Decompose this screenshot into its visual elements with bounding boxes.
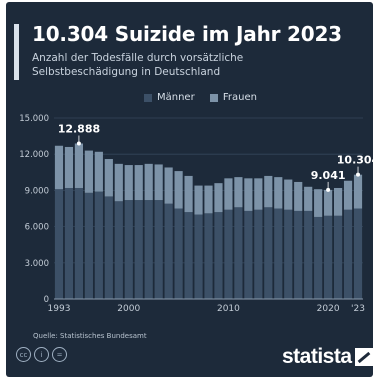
bar-segment-men bbox=[324, 215, 333, 299]
annotation-label: 9.041 bbox=[311, 169, 346, 182]
source-note: Quelle: Statistisches Bundesamt bbox=[33, 332, 147, 340]
chart-card: 10.304 Suizide im Jahr 2023 Anzahl der T… bbox=[6, 2, 373, 377]
bar-segment-men bbox=[174, 208, 183, 299]
annotation-dot bbox=[356, 172, 361, 177]
legend-label-men: Männer bbox=[157, 92, 195, 103]
chart-title: 10.304 Suizide im Jahr 2023 bbox=[32, 22, 342, 46]
bar-segment-men bbox=[134, 200, 143, 299]
bar-segment-men bbox=[194, 214, 203, 299]
bar-segment-women bbox=[333, 187, 343, 216]
legend-item-men: Männer bbox=[144, 92, 195, 103]
bar-segment-women bbox=[304, 186, 313, 211]
bar-segment-women bbox=[264, 175, 273, 208]
bar-segment-women bbox=[244, 178, 253, 211]
bar-segment-women bbox=[174, 171, 183, 209]
annotation-dot bbox=[326, 187, 331, 192]
bar-segment-men bbox=[244, 210, 253, 299]
bar-segment-men bbox=[264, 207, 273, 299]
bar-segment-men bbox=[114, 201, 123, 299]
x-tick-label: 2010 bbox=[217, 304, 240, 314]
bar-segment-women bbox=[84, 150, 93, 193]
annotation-label: 10.304 bbox=[337, 154, 373, 167]
bar-segment-women bbox=[184, 175, 193, 213]
bar-segment-men bbox=[164, 203, 173, 299]
bar-segment-men bbox=[214, 212, 223, 299]
cc-icon[interactable]: cc bbox=[16, 347, 31, 362]
chart-legend: Männer Frauen bbox=[144, 92, 269, 105]
bar-segment-men bbox=[54, 189, 64, 299]
bar-segment-men bbox=[84, 192, 93, 299]
license-icons: cc i = bbox=[16, 347, 67, 362]
legend-swatch-men bbox=[144, 93, 152, 102]
x-tick-label: 2020 bbox=[317, 304, 340, 314]
bar-segment-men bbox=[204, 213, 213, 299]
bar-segment-women bbox=[224, 178, 233, 210]
bar-segment-women bbox=[214, 183, 223, 213]
bar-segment-women bbox=[353, 174, 363, 209]
bar-segment-women bbox=[94, 151, 103, 192]
bar-segment-men bbox=[304, 210, 313, 299]
bar-segment-men bbox=[333, 215, 343, 299]
bar-chart: 0 3.000 6.000 9.000 12.000 15.000 1993 2000 2010… bbox=[19, 114, 373, 314]
x-tick-label: 1993 bbox=[48, 304, 71, 314]
bar-segment-women bbox=[134, 165, 143, 201]
bar-segment-women bbox=[64, 146, 74, 188]
y-tick-label: 12.000 bbox=[19, 150, 49, 160]
bar-segment-men bbox=[104, 196, 113, 299]
y-tick-label: 9.000 bbox=[25, 186, 49, 196]
bar-segment-women bbox=[104, 159, 113, 197]
bar-segment-men bbox=[224, 209, 233, 299]
bar-segment-men bbox=[254, 209, 263, 299]
bar-segment-men bbox=[184, 212, 193, 299]
bar-segment-men bbox=[154, 200, 163, 299]
bar-segment-women bbox=[74, 143, 84, 188]
y-tick-label: 3.000 bbox=[25, 259, 49, 269]
person-icon[interactable]: i bbox=[34, 347, 49, 362]
bar-segment-men bbox=[294, 210, 303, 299]
x-tick-label: '23 bbox=[351, 304, 365, 314]
bar-segment-men bbox=[74, 187, 84, 299]
bar-segment-women bbox=[343, 180, 353, 210]
bar-segment-men bbox=[284, 209, 293, 299]
bar-segment-women bbox=[194, 185, 203, 215]
bar-segment-women bbox=[204, 185, 213, 214]
bar-segment-women bbox=[144, 163, 153, 201]
chart-subtitle: Anzahl der Todesfälle durch vorsätzliche… bbox=[32, 52, 244, 78]
legend-item-women: Frauen bbox=[209, 92, 257, 103]
bar-segment-men bbox=[94, 191, 103, 299]
bar-segment-men bbox=[343, 209, 353, 299]
bar-segment-women bbox=[234, 177, 243, 208]
x-tick-label: 2000 bbox=[117, 304, 140, 314]
bar-segment-women bbox=[314, 189, 323, 217]
bar-segment-women bbox=[284, 179, 293, 210]
bar-segment-women bbox=[294, 181, 303, 211]
bar-segment-women bbox=[254, 178, 263, 210]
legend-label-women: Frauen bbox=[222, 92, 257, 103]
bar-segment-women bbox=[164, 167, 173, 204]
bar-segment-men bbox=[314, 216, 323, 299]
annotation-label: 12.888 bbox=[58, 122, 100, 135]
y-tick-label: 0 bbox=[44, 295, 49, 305]
bar-segment-women bbox=[154, 164, 163, 201]
bar-segment-men bbox=[353, 208, 363, 299]
bar-segment-women bbox=[274, 177, 283, 209]
bar-segment-men bbox=[64, 187, 74, 299]
statista-logo[interactable]: statista bbox=[282, 345, 373, 369]
bar-segment-men bbox=[124, 200, 133, 299]
bar-segment-women bbox=[324, 189, 333, 216]
annotation-dot bbox=[76, 141, 81, 146]
bar-segment-women bbox=[114, 163, 123, 202]
bar-segment-men bbox=[144, 200, 153, 299]
title-accent-bar bbox=[14, 24, 19, 80]
bar-segment-men bbox=[234, 207, 243, 299]
brand-name: statista bbox=[282, 345, 352, 368]
legend-swatch-women bbox=[209, 93, 218, 102]
y-tick-label: 15.000 bbox=[19, 114, 49, 124]
bar-segment-women bbox=[124, 165, 133, 201]
statista-mark-icon bbox=[354, 348, 373, 366]
bar-segment-women bbox=[54, 145, 64, 190]
equals-icon[interactable]: = bbox=[52, 347, 67, 362]
bar-segment-men bbox=[274, 208, 283, 299]
y-tick-label: 6.000 bbox=[25, 223, 49, 233]
